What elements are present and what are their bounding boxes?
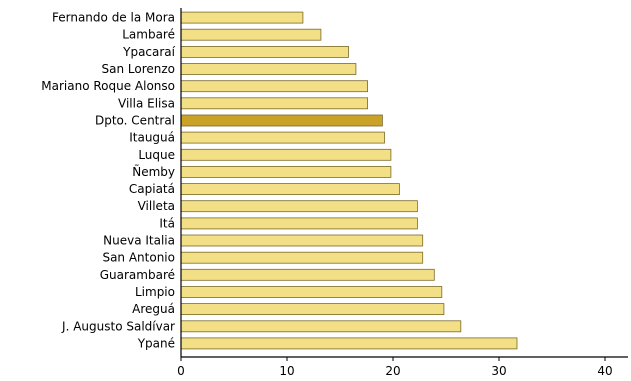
bar-4	[180, 80, 369, 93]
bars-group	[180, 11, 518, 350]
category-label-13: Nueva Italia	[103, 234, 175, 248]
category-label-7: Itauguá	[129, 131, 175, 145]
category-label-4: Mariano Roque Alonso	[41, 79, 175, 93]
category-label-9: Ñemby	[132, 164, 175, 179]
category-label-19: Ypané	[137, 336, 175, 350]
bar-3	[180, 63, 357, 75]
category-label-15: Guarambaré	[100, 268, 175, 282]
category-label-18: J. Augusto Saldívar	[61, 319, 175, 333]
bar-5	[180, 97, 369, 110]
category-label-5: Villa Elisa	[118, 96, 175, 110]
bar-6	[180, 114, 383, 127]
category-label-16: Limpio	[135, 285, 175, 299]
bar-14	[180, 251, 424, 264]
category-label-17: Areguá	[132, 302, 175, 316]
category-label-11: Villeta	[138, 199, 175, 213]
bar-19	[180, 337, 518, 350]
category-label-1: Lambaré	[122, 28, 175, 42]
bar-13	[180, 234, 424, 247]
category-label-2: Ypacaraí	[122, 45, 176, 59]
bar-18	[180, 320, 462, 333]
category-label-12: Itá	[159, 216, 175, 230]
bar-0	[180, 11, 304, 24]
category-label-3: San Lorenzo	[101, 62, 175, 76]
bar-10	[180, 183, 400, 196]
bar-9	[180, 165, 392, 178]
category-label-0: Fernando de la Mora	[52, 11, 175, 25]
bar-11	[180, 200, 418, 213]
bar-16	[180, 286, 443, 298]
category-label-10: Capiatá	[129, 182, 175, 196]
category-label-14: San Antonio	[102, 251, 175, 265]
bar-12	[180, 217, 418, 230]
bar-1	[180, 28, 322, 41]
bar-15	[180, 268, 435, 281]
category-label-8: Luque	[138, 148, 175, 162]
category-label-6: Dpto. Central	[95, 114, 175, 128]
x-tick-label-4: 40	[597, 364, 612, 378]
x-axis: 0 10 20 30 40	[177, 8, 628, 378]
bar-7	[180, 131, 385, 144]
x-tick-label-1: 10	[279, 364, 294, 378]
bar-8	[180, 148, 392, 161]
bar-17	[180, 303, 445, 316]
x-tick-label-3: 30	[491, 364, 506, 378]
x-tick-label-2: 20	[385, 364, 400, 378]
x-tick-label-0: 0	[177, 364, 185, 378]
category-labels: Fernando de la Mora Lambaré Ypacaraí San Lo…	[41, 11, 175, 351]
bar-2	[180, 46, 349, 58]
